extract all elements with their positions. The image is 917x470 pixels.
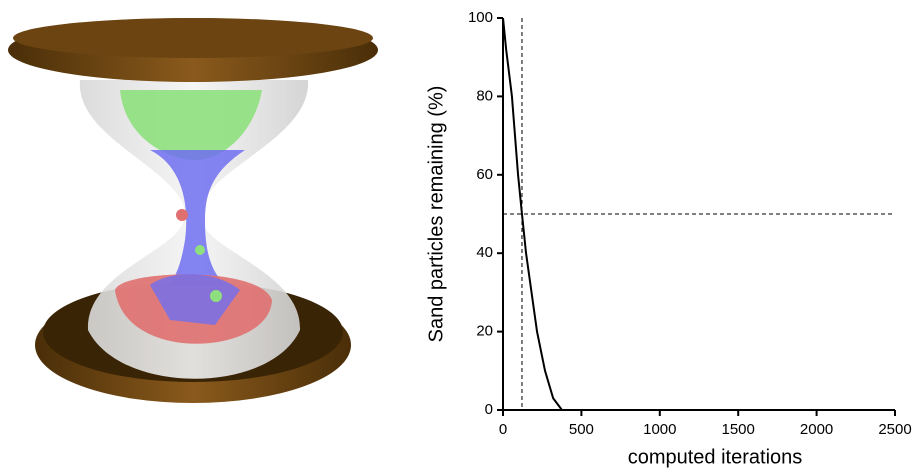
- x-tick-label: 2500: [878, 421, 911, 438]
- x-tick-label: 2000: [800, 421, 833, 438]
- x-tick-label: 500: [569, 421, 594, 438]
- y-tick-label: 0: [485, 401, 493, 418]
- y-axis-label: Sand particles remaining (%): [425, 86, 447, 343]
- y-tick-label: 80: [476, 87, 493, 104]
- x-axis-label: computed iterations: [628, 446, 803, 468]
- data-line: [502, 17, 895, 411]
- y-tick-label: 20: [476, 323, 493, 340]
- y-tick-label: 40: [476, 244, 493, 261]
- y-tick-label: 100: [468, 9, 493, 26]
- x-tick-label: 1500: [722, 421, 755, 438]
- hourglass-illustration: [8, 18, 378, 403]
- x-tick-label: 0: [499, 421, 507, 438]
- x-tick-label: 1000: [643, 421, 676, 438]
- y-tick-label: 60: [476, 166, 493, 183]
